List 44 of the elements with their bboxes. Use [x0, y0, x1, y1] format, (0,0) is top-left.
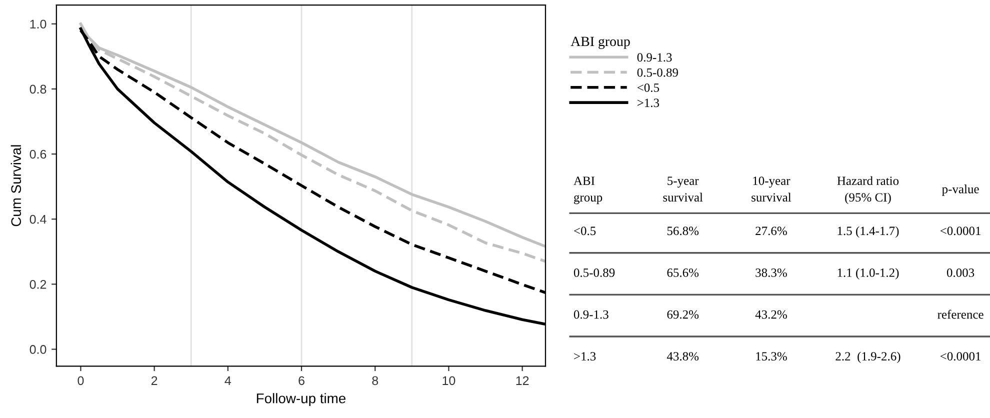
- text: <0.0001: [940, 352, 981, 361]
- text: 15.3%: [756, 352, 787, 361]
- text: reference: [938, 310, 984, 319]
- text: p-value: [942, 184, 979, 196]
- x-axis-title: Follow-up time: [256, 393, 346, 406]
- text: <0.0001: [940, 226, 981, 236]
- text: 38.3%: [756, 268, 787, 277]
- x-tick-label: 6: [298, 376, 304, 386]
- text: 2.2 (1.9-2.6): [836, 352, 900, 364]
- text: 69.2%: [667, 310, 699, 319]
- legend-label: <0.5: [637, 83, 660, 92]
- y-tick-label: 0.0: [30, 345, 46, 354]
- text: 0.5-0.89: [574, 268, 615, 277]
- text: 0.003: [946, 268, 974, 277]
- text: 65.6%: [667, 268, 699, 277]
- text: Hazard ratio (95% CI): [837, 176, 899, 204]
- legend-title: ABI group: [570, 36, 630, 49]
- legend-label: >1.3: [637, 98, 660, 108]
- text: 1.1 (1.0-1.2): [838, 268, 899, 280]
- x-tick-label: 10: [442, 376, 456, 386]
- text: 43.2%: [755, 310, 787, 319]
- text: ABI group: [574, 176, 602, 204]
- text: >1.3: [574, 352, 596, 361]
- y-tick-label: 0.4: [30, 214, 46, 224]
- y-tick-label: 0.6: [30, 150, 46, 159]
- text: <0.5: [574, 226, 596, 236]
- x-tick-label: 4: [224, 376, 232, 385]
- text: 5-year survival: [663, 176, 703, 202]
- x-tick-label: 0: [78, 376, 84, 386]
- text: 27.6%: [756, 226, 787, 236]
- y-tick-label: 0.2: [30, 280, 46, 289]
- text: 43.8%: [666, 352, 699, 361]
- x-tick-label: 8: [372, 376, 378, 386]
- legend-label: 0.5-0.89: [637, 68, 678, 77]
- y-axis-title: Cum Survival: [10, 145, 22, 226]
- text: 0.9-1.3: [574, 310, 608, 319]
- x-tick-label: 2: [151, 376, 158, 385]
- y-tick-label: 0.8: [30, 84, 46, 94]
- y-tick-label: 1.0: [30, 20, 46, 29]
- text: 56.8%: [667, 226, 699, 236]
- x-tick-label: 12: [516, 376, 529, 385]
- text: 1.5 (1.4-1.7): [838, 226, 899, 238]
- text: 10-year survival: [752, 176, 792, 202]
- legend-label: 0.9-1.3: [637, 53, 672, 62]
